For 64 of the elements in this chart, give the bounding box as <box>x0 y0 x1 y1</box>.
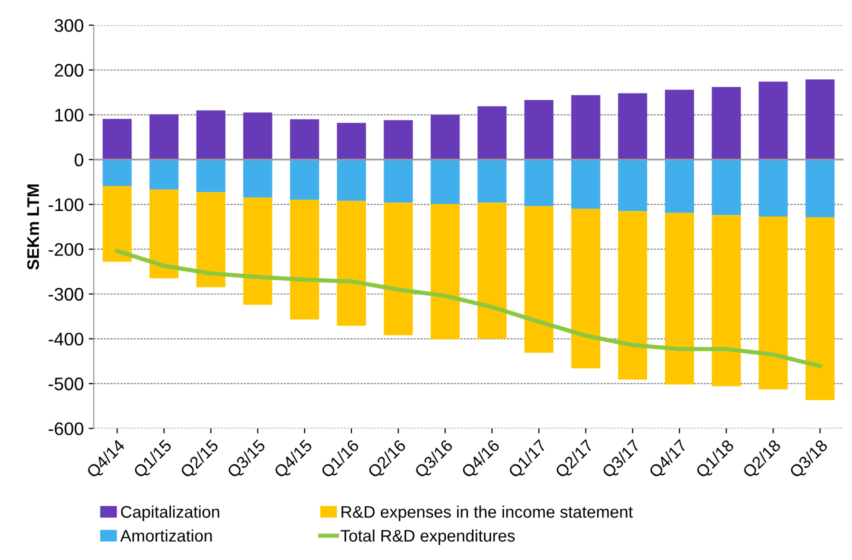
bar <box>196 110 226 160</box>
bar <box>102 186 132 262</box>
bar <box>758 82 788 160</box>
y-tick-label: -300 <box>48 288 84 301</box>
bar <box>384 120 413 160</box>
y-tick-label: 0 <box>74 154 84 166</box>
bar <box>618 93 648 160</box>
bar <box>524 206 554 353</box>
y-axis-title: SEKm LTM <box>27 184 40 270</box>
bar <box>664 90 694 160</box>
bar <box>571 160 600 209</box>
bar <box>758 160 788 216</box>
bar <box>243 112 272 160</box>
legend-label: R&D expenses in the income statement <box>342 506 633 522</box>
bar <box>102 118 132 160</box>
bar <box>384 160 413 203</box>
bar <box>384 202 413 336</box>
y-tick-label: 100 <box>55 108 84 122</box>
bar <box>806 160 835 218</box>
bar <box>664 212 694 384</box>
bar <box>712 215 741 386</box>
bar <box>196 160 226 192</box>
bar <box>290 200 320 320</box>
y-tick-label: -200 <box>48 243 84 256</box>
bar <box>712 160 741 216</box>
y-tick-label: -600 <box>48 422 84 436</box>
bar <box>524 100 554 160</box>
line-series <box>115 248 822 368</box>
bar <box>478 106 507 160</box>
y-tick-label: -400 <box>48 332 84 346</box>
bar <box>430 160 460 204</box>
bar <box>149 190 179 278</box>
bar <box>290 160 320 200</box>
bar <box>243 198 272 305</box>
bar <box>102 160 132 186</box>
legend-label: Capitalization <box>121 506 220 522</box>
legend-label: Total R&D expenditures <box>340 529 515 545</box>
y-tick-label: 200 <box>54 64 84 77</box>
y-tick-label: -100 <box>48 198 84 212</box>
bar <box>430 204 460 340</box>
bar <box>196 192 226 288</box>
bar <box>806 79 835 160</box>
y-tick-label: 300 <box>54 19 84 32</box>
bar <box>430 114 460 160</box>
bar <box>243 160 272 198</box>
bar <box>571 95 600 160</box>
y-tick-label: -500 <box>48 378 84 390</box>
bar <box>806 217 835 400</box>
bar <box>149 114 179 160</box>
bar <box>618 160 648 212</box>
bar <box>336 200 366 326</box>
bar <box>149 160 179 190</box>
bar <box>336 160 366 201</box>
bar <box>758 216 788 390</box>
bar <box>524 160 554 206</box>
bar <box>618 211 648 380</box>
bar <box>478 160 507 203</box>
bar <box>664 160 694 213</box>
bar <box>478 202 507 339</box>
legend-label: Amortization <box>120 529 212 542</box>
bar <box>712 87 741 160</box>
bar <box>290 119 320 160</box>
bar <box>336 122 366 160</box>
bar <box>571 208 600 368</box>
